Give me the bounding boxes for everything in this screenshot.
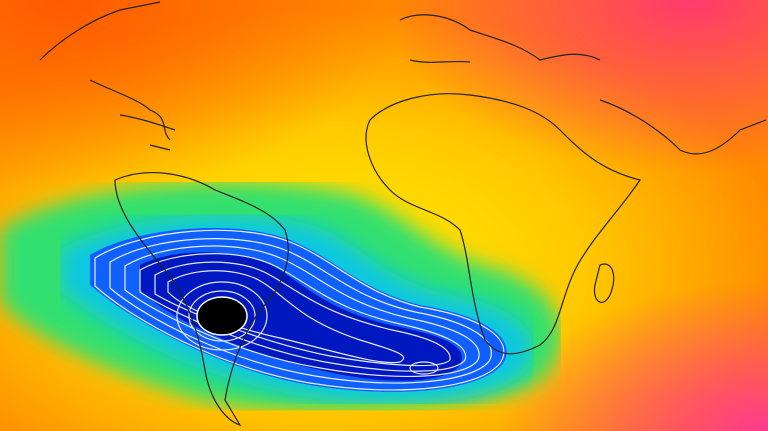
- coastline-north-america: [39, 1, 171, 141]
- coastline-arabia: [599, 99, 767, 155]
- coastline-africa: [365, 93, 641, 355]
- coastline-south-america: [114, 171, 289, 427]
- deep-blue-region: [140, 252, 462, 381]
- anomaly-minimum: [196, 296, 248, 336]
- coastline-europe: [399, 14, 601, 63]
- coastline-madagascar: [593, 263, 615, 303]
- coastlines: [39, 1, 767, 427]
- coastline-caribbean: [119, 114, 176, 151]
